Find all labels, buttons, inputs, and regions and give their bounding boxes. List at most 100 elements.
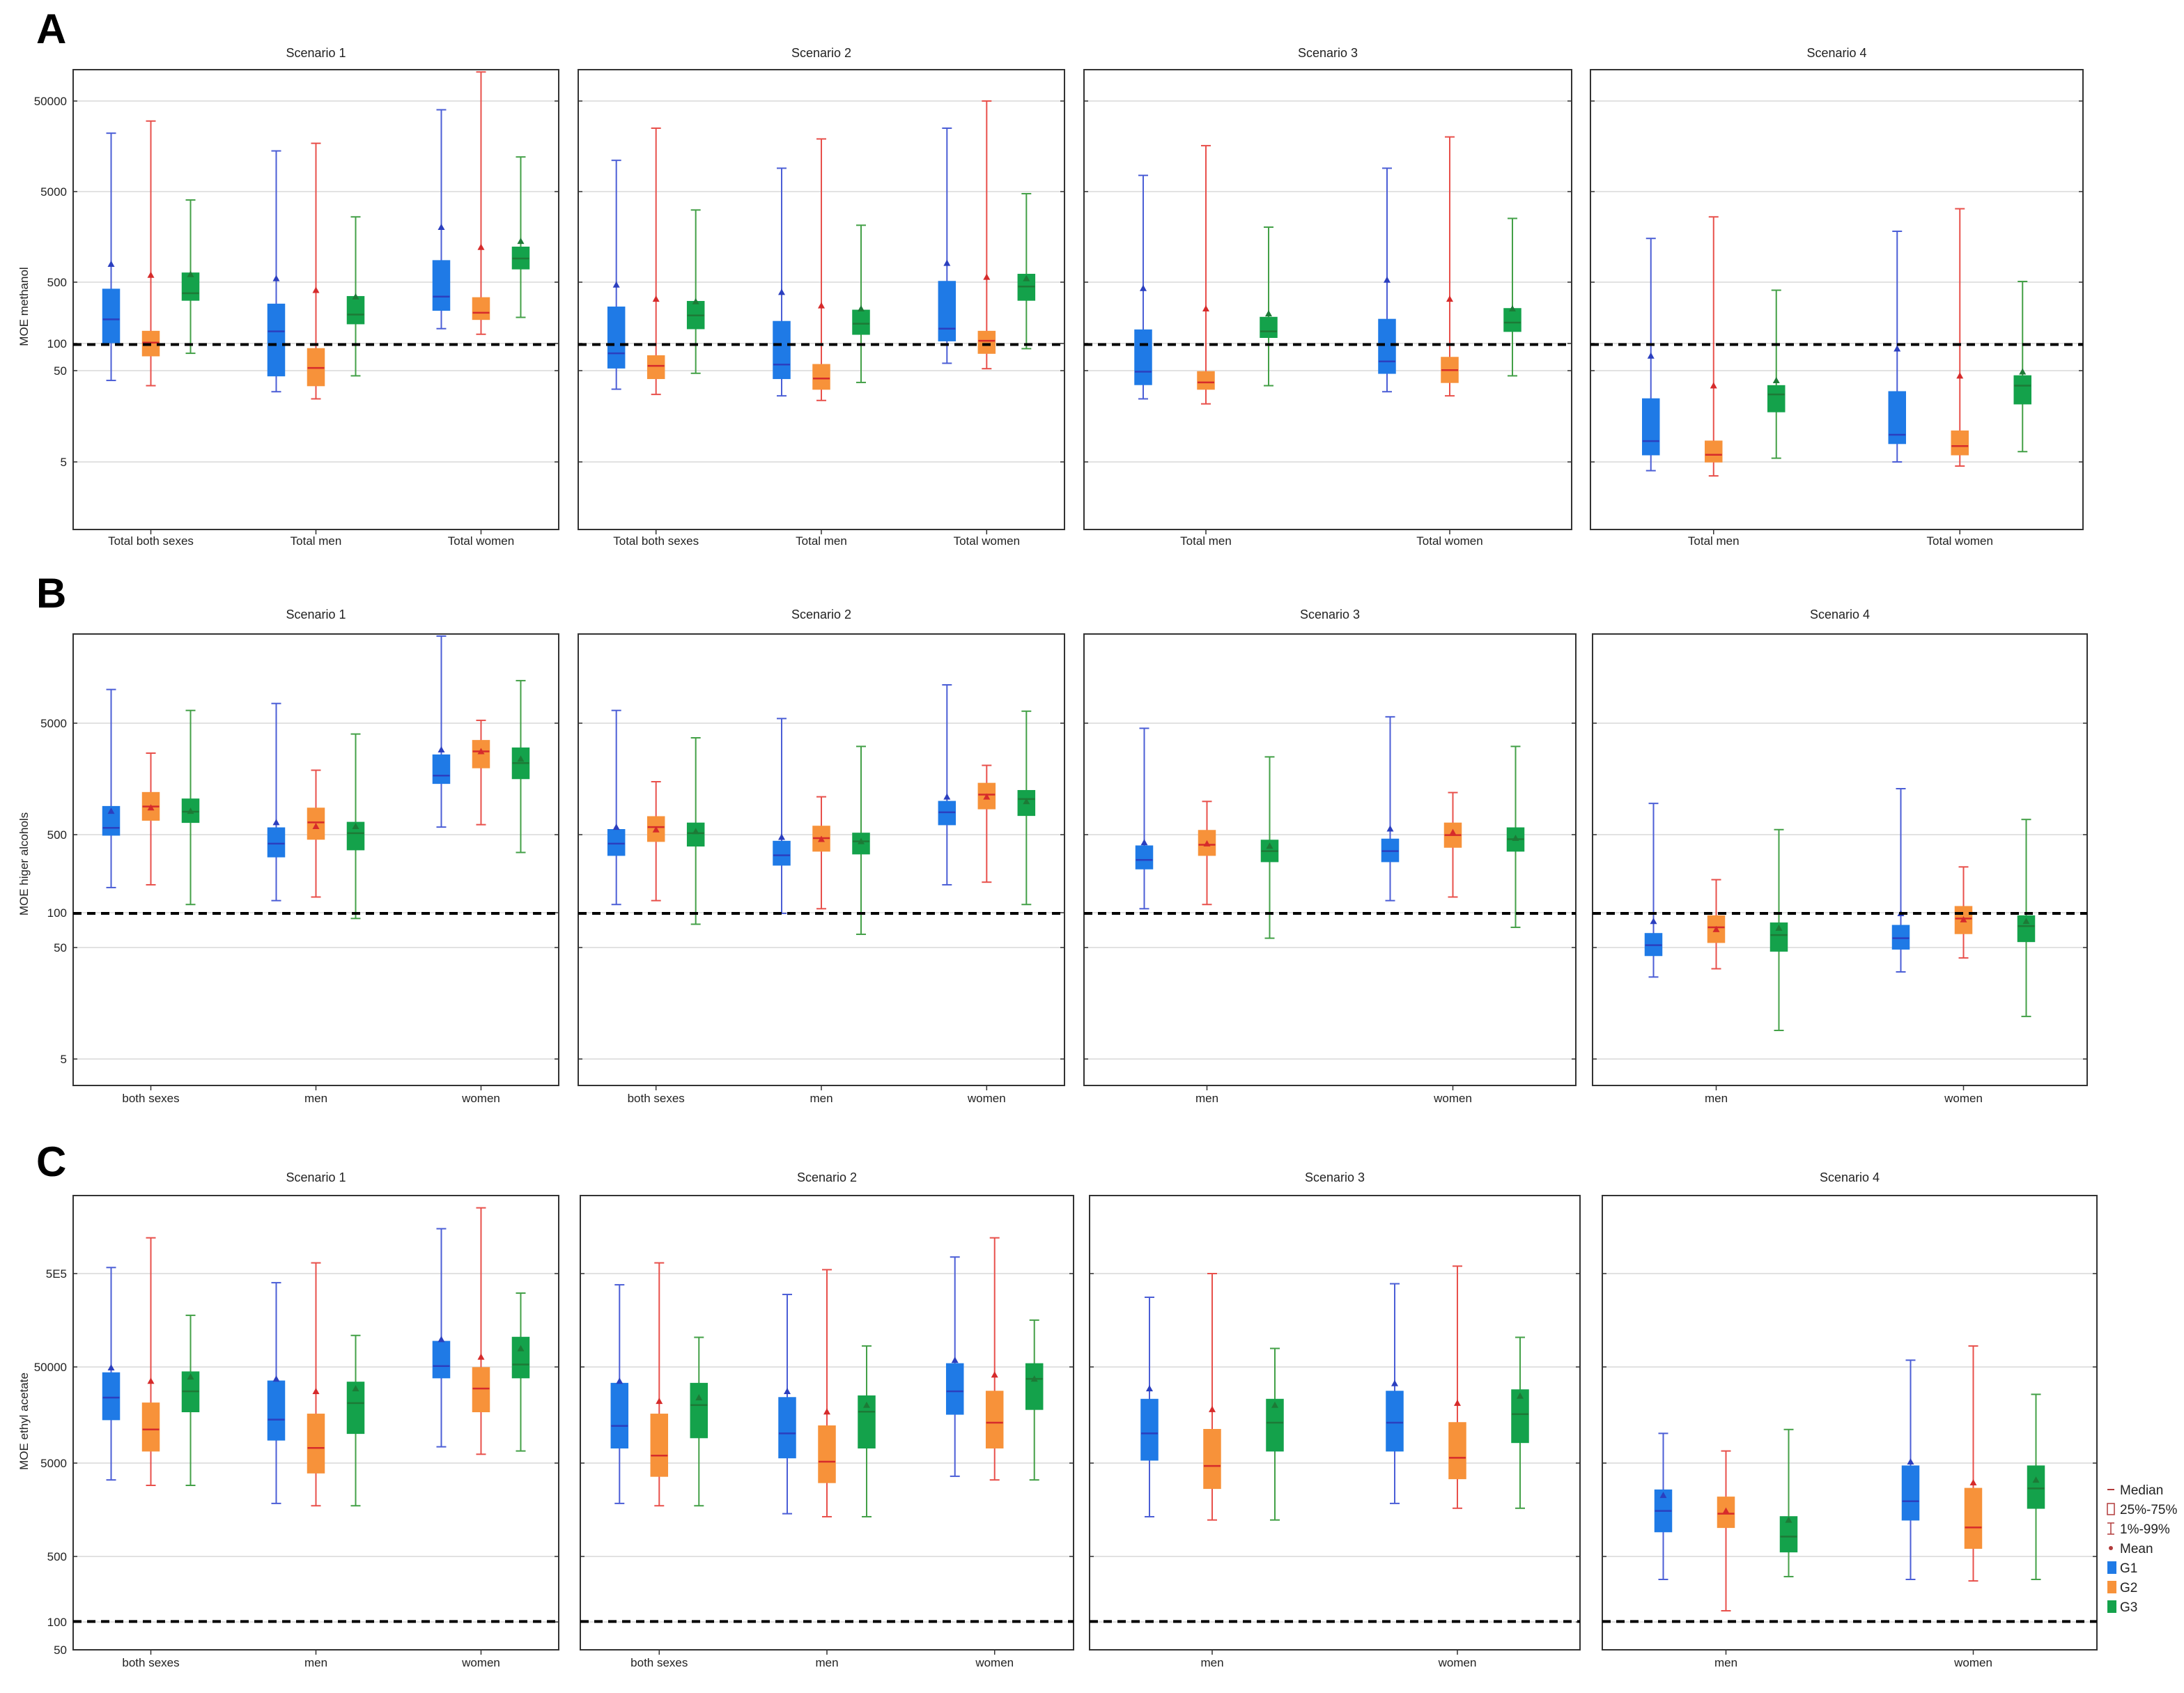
category-label: Total men: [1180, 534, 1232, 548]
box-g3: [1779, 1428, 1798, 1577]
iqr-box: [1891, 925, 1910, 950]
category-label: men: [304, 1092, 327, 1105]
mean-marker: [187, 807, 194, 814]
box-g2: [141, 1237, 160, 1486]
legend-item-median: Median: [2107, 1483, 2163, 1498]
iqr-box: [1386, 1391, 1404, 1452]
iqr-box: [650, 1414, 669, 1477]
category-label: men: [815, 1656, 838, 1669]
mean-marker: [1023, 275, 1030, 281]
box-g1: [773, 718, 791, 914]
panel-frame: [1089, 1195, 1581, 1651]
mean-marker: [695, 1394, 703, 1401]
box-g2: [1954, 866, 1973, 959]
box-g1: [1891, 787, 1910, 973]
mean-marker: [1893, 345, 1901, 352]
box-g3: [686, 209, 705, 374]
iqr-box: [102, 288, 121, 343]
mean-marker: [107, 260, 115, 267]
box-g3: [852, 224, 870, 383]
mean-marker: [147, 804, 155, 811]
y-axis-label: MOE methanol: [17, 267, 31, 346]
category-label: both sexes: [630, 1656, 688, 1669]
iqr-box: [646, 355, 665, 380]
box-g2: [818, 1269, 836, 1517]
box-g2: [472, 719, 490, 826]
box-g3: [346, 216, 365, 377]
mean-marker: [1647, 352, 1655, 359]
panel-scenario-1: Scenario 1 Total both sexes Total men Total…: [72, 46, 559, 548]
mean-marker: [1650, 918, 1657, 925]
iqr-box: [818, 1425, 836, 1483]
mean-marker: [477, 748, 485, 755]
box-g1: [1901, 1359, 1920, 1580]
iqr-box: [2013, 375, 2031, 405]
mean-marker: [312, 1387, 320, 1394]
mean-marker: [1140, 839, 1148, 846]
mean-marker: [1454, 1399, 1461, 1406]
box-g2: [812, 138, 830, 401]
y-axis-label: MOE ethyl acetate: [17, 1373, 31, 1470]
box-g2: [472, 71, 490, 335]
mean-marker: [352, 822, 359, 829]
iqr-box: [472, 1367, 490, 1413]
iqr-box: [432, 260, 451, 311]
category-label: men: [1200, 1656, 1223, 1669]
iqr-box: [472, 297, 490, 320]
mean-marker: [858, 837, 865, 844]
category-label: Total men: [796, 534, 847, 548]
mean-marker: [1512, 834, 1519, 841]
box-g1: [1378, 167, 1396, 393]
mean-marker: [1202, 304, 1209, 311]
box-g1: [610, 1284, 629, 1504]
iqr-box: [778, 1397, 796, 1459]
iqr-box: [690, 1382, 708, 1439]
box-g3: [852, 745, 870, 936]
mean-marker: [1710, 382, 1717, 389]
iqr-box: [607, 829, 626, 856]
legend-label: G3: [2120, 1600, 2137, 1615]
box-g3: [1511, 1336, 1529, 1509]
mean-marker: [312, 822, 320, 829]
y-tick-label: 50000: [34, 1361, 67, 1374]
mean-marker: [1509, 304, 1516, 311]
category-label: women: [461, 1656, 500, 1669]
mean-marker: [107, 807, 115, 814]
box-g3: [686, 737, 705, 925]
box-g1: [1381, 716, 1400, 902]
box-g1: [432, 109, 451, 330]
box-g3: [1767, 289, 1786, 459]
y-tick-label: 5000: [40, 1457, 67, 1470]
y-tick-label: 5: [61, 1053, 67, 1066]
box-g1: [607, 709, 626, 906]
iqr-box: [773, 320, 791, 380]
y-tick-label: 500: [47, 1550, 67, 1563]
box-g2: [646, 781, 665, 902]
box-g2: [985, 1237, 1004, 1481]
box-g2: [650, 1262, 669, 1507]
box-g3: [511, 679, 530, 853]
mean-marker: [943, 259, 951, 266]
panel-title: Scenario 3: [1305, 1170, 1365, 1184]
mean-marker: [818, 835, 825, 842]
category-label: Total women: [1416, 534, 1482, 548]
panel-title: Scenario 3: [1298, 46, 1358, 60]
mean-marker: [272, 819, 280, 826]
box-g3: [1506, 745, 1525, 929]
iqr-box: [1951, 430, 1969, 456]
iqr-box: [1260, 316, 1278, 339]
y-tick-label: 50: [54, 941, 67, 954]
box-g2: [1203, 1273, 1221, 1521]
box-g2: [977, 100, 996, 370]
panel-title: Scenario 1: [286, 608, 346, 621]
box-g3: [2027, 1393, 2045, 1580]
iqr-box: [977, 330, 996, 354]
legend-box-swatch: [2107, 1503, 2115, 1515]
mean-marker: [1775, 924, 1783, 931]
iqr-box: [267, 827, 286, 858]
mean-marker: [1659, 1492, 1667, 1499]
iqr-box: [181, 272, 200, 301]
mean-marker: [1449, 828, 1457, 835]
iqr-box: [773, 840, 791, 866]
box-g3: [511, 156, 530, 318]
